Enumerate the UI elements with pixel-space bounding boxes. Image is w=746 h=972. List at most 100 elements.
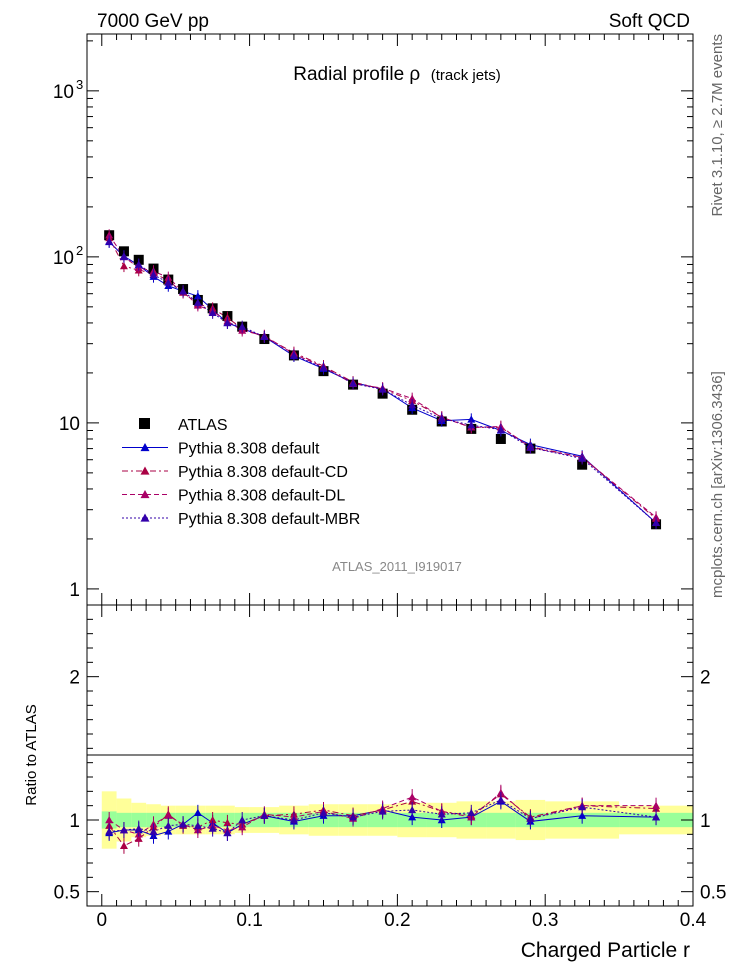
ratio-line-mbr (109, 799, 657, 834)
data-point-atlas (577, 459, 588, 470)
y-tick-exponent: 3 (76, 77, 83, 92)
data-point-mbr (134, 260, 143, 268)
plot-title-sub: (track jets) (431, 67, 501, 84)
ratio-point-mbr (437, 810, 446, 818)
ratio-point-mbr (578, 803, 587, 811)
data-point-default (467, 415, 476, 423)
ratio-point-dl (164, 811, 173, 819)
data-point-mbr (526, 443, 535, 451)
data-point-mbr (496, 425, 505, 433)
series-line-mbr (108, 241, 657, 524)
band-inner (486, 812, 516, 828)
data-point-mbr (319, 363, 328, 371)
ratio-point-mbr (179, 820, 188, 828)
ratio-point-mbr (164, 821, 173, 829)
data-point-mbr (208, 308, 217, 317)
data-point-mbr (149, 270, 158, 278)
x-tick-label: 0 (96, 910, 107, 931)
plot-title-main: Radial profile ρ (293, 64, 420, 85)
data-point-mbr (223, 318, 232, 327)
legend-label-dl: Pythia 8.308 default-DL (178, 488, 345, 505)
ratio-y-tick-label: 2 (69, 668, 80, 689)
legend-label-mbr: Pythia 8.308 default-MBR (178, 511, 360, 528)
data-point-mbr (349, 379, 358, 387)
ratio-point-mbr (260, 811, 269, 819)
legend-label-data: ATLAS (178, 417, 228, 434)
data-point-mbr (179, 287, 188, 295)
data-point-mbr (289, 351, 298, 359)
ratio-y-tick-label-right: 2 (700, 668, 711, 689)
legend-marker-default (140, 443, 150, 452)
data-point-mbr (119, 252, 128, 261)
ratio-point-mbr (223, 828, 232, 837)
data-point-mbr (260, 332, 269, 341)
band-inner (131, 812, 147, 828)
ratio-point-default (193, 808, 202, 817)
data-point-mbr (652, 518, 661, 527)
ratio-point-mbr (134, 824, 143, 832)
data-point-dl (408, 394, 417, 402)
ratio-point-mbr (319, 808, 328, 817)
ratio-line-dl (108, 792, 657, 835)
ratio-point-mbr (652, 813, 661, 821)
ratio-point-mbr (467, 808, 476, 817)
ratio-series-layer (105, 784, 661, 854)
y-tick-label: 10 (53, 82, 74, 103)
legend: ATLAS Pythia 8.308 default Pythia 8.308 de… (122, 417, 360, 528)
ratio-point-dl (408, 793, 417, 801)
data-point-cd (119, 262, 128, 270)
x-tick-label: 0.4 (680, 910, 707, 931)
ratio-point-mbr (105, 827, 114, 835)
ratio-point-mbr (238, 816, 247, 824)
band-inner (116, 812, 132, 828)
band-inner (367, 812, 398, 828)
series-line-cd (108, 237, 657, 520)
data-point-mbr (378, 385, 387, 393)
legend-marker-cd (140, 466, 150, 475)
ratio-point-mbr (193, 821, 202, 829)
ratio-y-tick-label-right: 0.5 (700, 883, 726, 904)
y-tick-exponent: 2 (76, 243, 83, 258)
data-point-mbr (105, 237, 114, 245)
ratio-line-cd (108, 793, 657, 847)
legend-marker-dl (140, 490, 150, 499)
legend-marker-mbr (140, 513, 150, 522)
ratio-point-mbr (378, 807, 387, 815)
ratio-plot: 0.5 0.5 1 1 2 2 0 0.1 0.2 0.3 0.4 (54, 604, 726, 931)
ratio-point-mbr (349, 813, 358, 821)
x-tick-label: 0.1 (236, 910, 262, 931)
x-axis-label: Charged Particle r (521, 939, 690, 962)
ratio-point-mbr (289, 816, 298, 824)
data-point-mbr (578, 454, 587, 462)
mcplots-reference-label: mcplots.cern.ch [arXiv:1306.3436] (709, 371, 726, 598)
data-point-mbr (193, 298, 202, 306)
analysis-watermark: ATLAS_2011_I919017 (332, 559, 462, 574)
ratio-point-mbr (526, 814, 535, 822)
ratio-y-tick-label-right: 1 (700, 811, 711, 832)
data-point-default (193, 292, 202, 300)
legend-label-default: Pythia 8.308 default (178, 441, 320, 458)
energy-label: 7000 GeV pp (97, 11, 209, 32)
ratio-point-dl (652, 801, 661, 809)
ratio-line-default (109, 800, 657, 837)
ratio-point-default (578, 811, 587, 819)
ratio-point-mbr (496, 795, 505, 804)
legend-marker-atlas (139, 418, 150, 429)
data-point-mbr (437, 414, 446, 422)
x-tick-label: 0.2 (384, 910, 410, 931)
y-tick-label: 1 (69, 580, 80, 601)
data-point-mbr (238, 322, 247, 330)
data-point-mbr (408, 401, 417, 409)
ratio-point-mbr (208, 824, 217, 832)
plot-title: Radial profile ρ (track jets) (293, 64, 500, 85)
y-tick-label: 10 (53, 248, 74, 269)
data-point-mbr (467, 421, 476, 429)
ratio-ticks: 0.5 0.5 1 1 2 2 0 0.1 0.2 0.3 0.4 (54, 604, 726, 931)
y-tick-label: 10 (59, 414, 80, 435)
ratio-plot-frame (86, 604, 694, 907)
data-point-mbr (164, 278, 173, 286)
data-point-dl (105, 231, 114, 239)
